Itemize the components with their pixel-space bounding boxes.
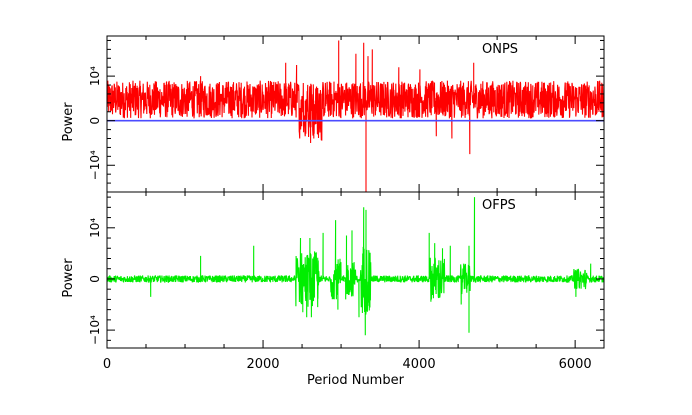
data-layer [107, 40, 604, 192]
y-tick-label: 0 [88, 275, 102, 283]
x-tick-label: 4000 [403, 357, 436, 372]
x-tick-label: 2000 [246, 357, 279, 372]
y-tick-label: 10⁴ [88, 66, 102, 86]
x-axis-label: Period Number [307, 373, 405, 388]
x-tick-label: 6000 [559, 357, 592, 372]
plot-frame [106, 191, 605, 349]
y-tick-label: −10⁴ [88, 150, 102, 180]
y-tick-label: −10⁴ [88, 315, 102, 345]
y-tick-label: 10⁴ [88, 218, 102, 238]
y-axis-label: Power [61, 102, 76, 142]
onps-panel: 10⁴ 0 −10⁴ Power ONPS [61, 35, 605, 193]
data-layer [107, 197, 604, 336]
power-series-line [107, 40, 604, 192]
panel-label: ONPS [482, 42, 518, 57]
power-series-line [107, 197, 604, 336]
y-axis-label: Power [61, 258, 76, 298]
x-tick-label: 0 [103, 357, 111, 372]
y-tick-label: 0 [88, 117, 102, 125]
panel-label: OFPS [482, 198, 516, 213]
